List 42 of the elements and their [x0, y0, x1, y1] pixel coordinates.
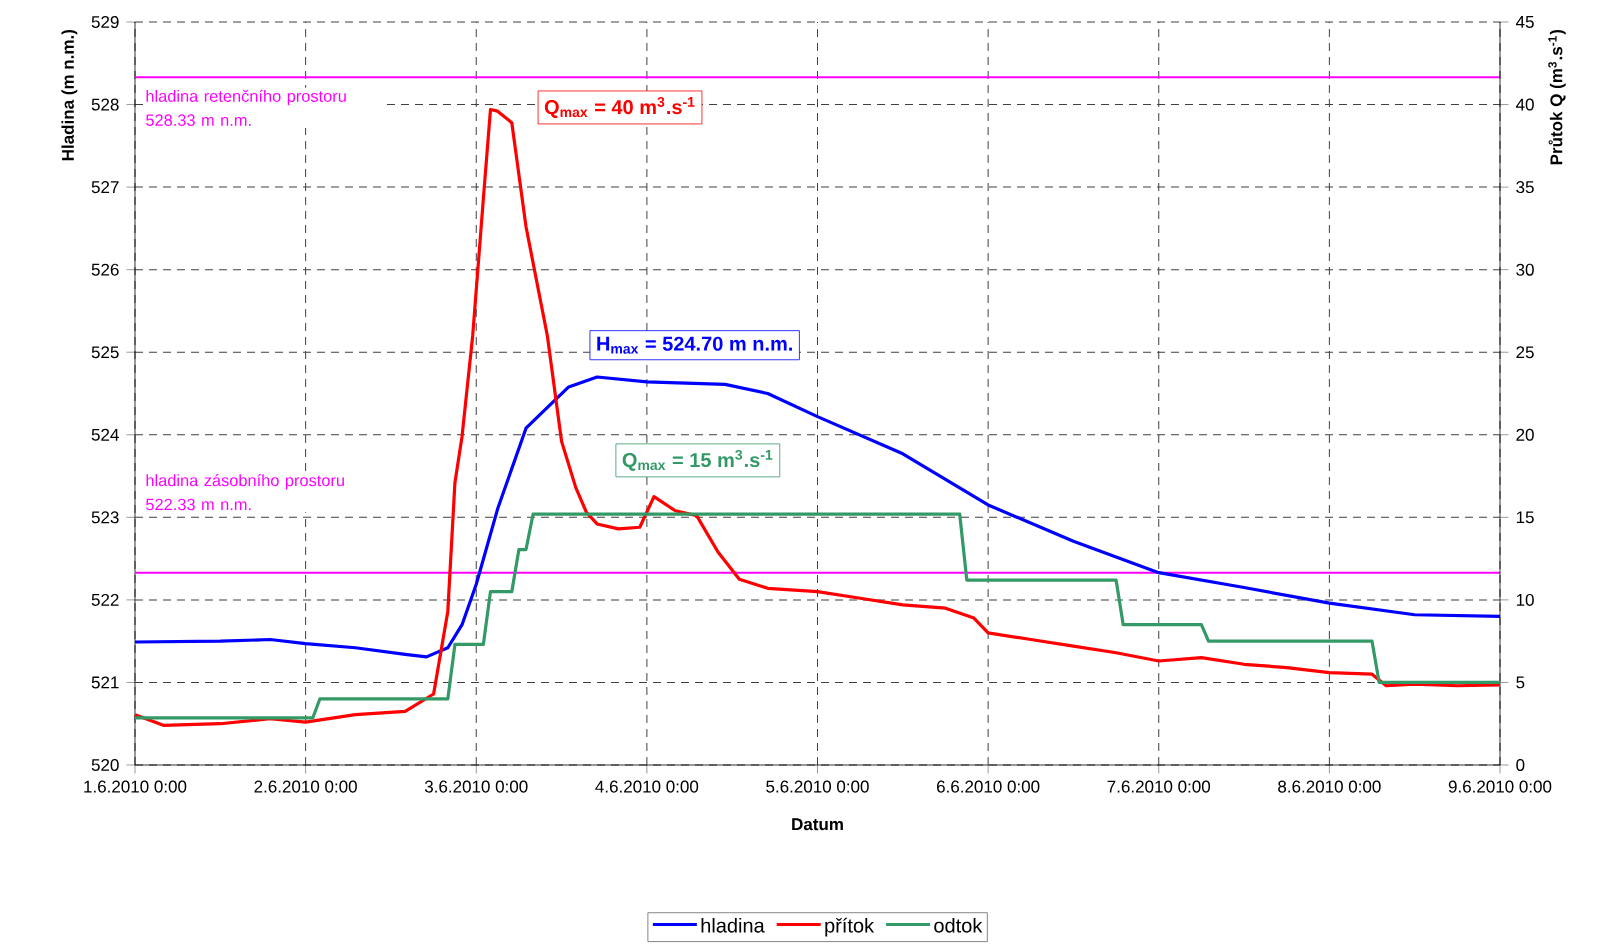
x-tick-label: 6.6.2010 0:00 [937, 780, 1040, 793]
x-tick-label: 7.6.2010 0:00 [1107, 780, 1211, 793]
y-tick-label: 521 [91, 676, 119, 689]
y2-axis-title: Průtok Q (m$^{3}$.s$^{-1}$) [1548, 29, 1566, 165]
y2-tick-label: 25 [1516, 346, 1534, 359]
y-tick-label: 524 [91, 428, 119, 441]
y-tick-label: 528 [91, 98, 119, 111]
y-tick-label: 520 [91, 758, 119, 772]
y2-tick-label: 45 [1515, 16, 1534, 28]
y-tick-label: 526 [91, 263, 119, 276]
x-tick-label: 2.6.2010 0:00 [254, 780, 357, 793]
y2-tick-label: 40 [1515, 98, 1534, 111]
legend-label: hladina [701, 917, 765, 933]
y2-tick-label: 35 [1516, 181, 1534, 194]
x-tick-label: 5.6.2010 0:00 [766, 780, 869, 793]
legend-label: přítok [825, 917, 875, 937]
y-tick-label: 525 [91, 346, 119, 359]
ref-line-label: hladina zásobního prostoru 522.33 m n.m. [146, 474, 344, 511]
legend-label: odtok [934, 917, 983, 933]
line-series [133, 375, 1502, 659]
annotation: H$_{max}$ = 524.70 m n.m. [597, 336, 792, 354]
y2-tick-label: 0 [1516, 758, 1525, 772]
x-tick-label: 9.6.2010 0:00 [1448, 780, 1552, 793]
y2-tick-label: 10 [1516, 593, 1534, 606]
x-axis-title: Datum [792, 818, 843, 831]
y2-tick-label: 5 [1516, 676, 1525, 689]
x-tick-label: 8.6.2010 0:00 [1278, 780, 1381, 793]
y-tick-label: 523 [91, 511, 119, 524]
x-tick-label: 1.6.2010 0:00 [84, 780, 187, 793]
y-tick-label: 529 [91, 16, 119, 29]
y2-tick-label: 20 [1516, 428, 1534, 441]
y2-tick-label: 15 [1516, 511, 1534, 524]
annotation: Q$_{max}$ = 15 m$^{3}$.s$^{-1}$ [622, 449, 773, 471]
y-axis-title: Hladina (m n.m.) [61, 29, 78, 161]
y-tick-label: 527 [91, 181, 119, 194]
line-series [133, 512, 1502, 720]
annotation: Q$_{max}$ = 40 m$^{3}$.s$^{-1}$ [544, 96, 695, 118]
ref-line-label: hladina retenčního prostoru 528.33 m n.m. [146, 89, 346, 126]
y-tick-label: 522 [91, 593, 119, 606]
x-tick-label: 4.6.2010 0:00 [595, 780, 699, 793]
y2-tick-label: 30 [1516, 263, 1534, 276]
x-tick-label: 3.6.2010 0:00 [424, 780, 528, 793]
